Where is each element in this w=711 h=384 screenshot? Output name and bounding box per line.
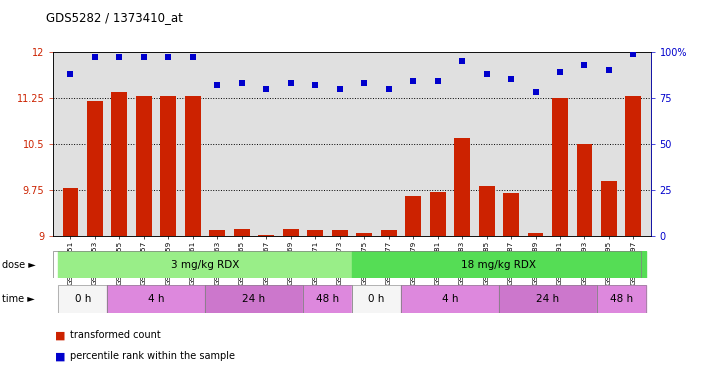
Point: [163, 54, 174, 60]
Point: [187, 54, 198, 60]
Bar: [185, 96, 201, 236]
Bar: [112, 92, 127, 236]
Bar: [205, 285, 303, 313]
Text: 4 h: 4 h: [442, 294, 458, 304]
Text: 24 h: 24 h: [536, 294, 560, 304]
Text: ■: ■: [55, 351, 66, 361]
Point: [212, 82, 223, 88]
Bar: [303, 285, 352, 313]
Bar: [479, 186, 495, 236]
Bar: [307, 230, 324, 236]
Text: 18 mg/kg RDX: 18 mg/kg RDX: [461, 260, 536, 270]
Point: [358, 80, 370, 86]
Bar: [552, 98, 568, 236]
Point: [407, 78, 419, 84]
Bar: [597, 285, 646, 313]
Bar: [63, 188, 78, 236]
Point: [481, 71, 492, 77]
Bar: [107, 285, 205, 313]
Bar: [499, 285, 597, 313]
Bar: [429, 192, 446, 236]
Bar: [380, 230, 397, 236]
Point: [530, 89, 541, 96]
Bar: [58, 285, 107, 313]
Bar: [401, 285, 499, 313]
Text: 0 h: 0 h: [368, 294, 385, 304]
Bar: [209, 230, 225, 236]
Point: [432, 78, 443, 84]
Point: [555, 69, 566, 75]
Bar: [597, 285, 646, 313]
Bar: [161, 96, 176, 236]
Bar: [356, 233, 372, 236]
Bar: [352, 251, 646, 278]
Point: [114, 54, 125, 60]
Bar: [234, 229, 250, 236]
Text: 0 h: 0 h: [75, 294, 91, 304]
Bar: [58, 285, 107, 313]
Bar: [332, 230, 348, 236]
Bar: [626, 96, 641, 236]
Point: [285, 80, 296, 86]
Point: [506, 76, 517, 83]
Point: [383, 86, 395, 92]
Text: ■: ■: [55, 330, 66, 340]
Point: [261, 86, 272, 92]
Text: percentile rank within the sample: percentile rank within the sample: [70, 351, 235, 361]
Bar: [503, 193, 519, 236]
Bar: [205, 285, 303, 313]
Point: [90, 54, 101, 60]
Text: transformed count: transformed count: [70, 330, 161, 340]
Bar: [405, 196, 421, 236]
Bar: [352, 285, 401, 313]
Text: 4 h: 4 h: [148, 294, 164, 304]
Point: [236, 80, 247, 86]
Bar: [258, 235, 274, 236]
Point: [65, 71, 76, 77]
Bar: [136, 96, 152, 236]
Point: [138, 54, 149, 60]
Bar: [601, 181, 617, 236]
Text: 3 mg/kg RDX: 3 mg/kg RDX: [171, 260, 240, 270]
Text: 24 h: 24 h: [242, 294, 266, 304]
Bar: [454, 138, 470, 236]
Point: [579, 62, 590, 68]
Bar: [577, 144, 592, 236]
Bar: [58, 251, 352, 278]
Text: time ►: time ►: [2, 294, 35, 304]
Point: [628, 51, 639, 57]
Bar: [303, 285, 352, 313]
Bar: [528, 233, 543, 236]
Text: GDS5282 / 1373410_at: GDS5282 / 1373410_at: [46, 12, 183, 25]
Point: [334, 86, 346, 92]
Bar: [352, 285, 401, 313]
Bar: [499, 285, 597, 313]
Point: [456, 58, 468, 64]
Text: 48 h: 48 h: [609, 294, 633, 304]
Text: dose ►: dose ►: [2, 260, 36, 270]
Text: 48 h: 48 h: [316, 294, 339, 304]
Bar: [87, 101, 103, 236]
Bar: [283, 229, 299, 236]
Point: [309, 82, 321, 88]
Point: [603, 67, 614, 73]
Bar: [401, 285, 499, 313]
Bar: [107, 285, 205, 313]
